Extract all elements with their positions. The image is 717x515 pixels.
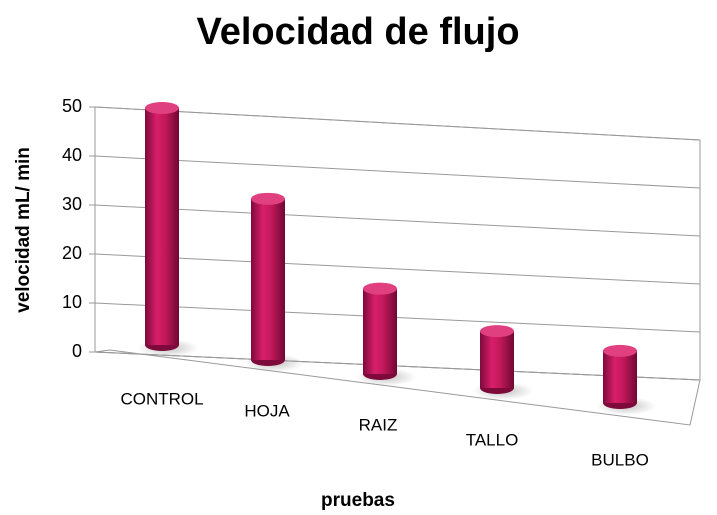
bar-body <box>603 350 637 403</box>
x-tick-label: BULBO <box>591 450 649 469</box>
bar-top <box>251 192 285 205</box>
bar <box>363 282 397 380</box>
bar-top <box>480 325 514 338</box>
y-tick-label: 0 <box>72 341 82 361</box>
x-tick-label: TALLO <box>466 430 519 449</box>
bar-top <box>363 282 397 295</box>
x-tick-label: RAIZ <box>359 415 398 434</box>
bar-body <box>363 288 397 374</box>
chart-title: Velocidad de flujo <box>196 11 519 53</box>
bar-top <box>603 344 637 357</box>
x-tick-label: CONTROL <box>120 389 203 408</box>
bar-body <box>251 198 285 360</box>
grid-line <box>94 155 701 189</box>
y-tick-label: 20 <box>62 243 82 263</box>
x-tick-label: HOJA <box>244 401 290 420</box>
bar-top <box>145 102 179 114</box>
grid-line <box>94 351 701 381</box>
bar-body <box>145 108 179 345</box>
grid-line <box>94 106 701 141</box>
grid-line <box>94 204 701 237</box>
y-tick-label: 40 <box>62 145 82 165</box>
back-wall <box>94 106 701 381</box>
bar <box>480 325 514 394</box>
x-axis-label: pruebas <box>321 490 395 511</box>
y-axis-label: velocidad mL/ min <box>13 147 34 313</box>
grid-line <box>94 253 701 285</box>
y-tick-label: 50 <box>62 96 82 116</box>
grid-line <box>94 302 701 333</box>
bar-body <box>480 331 514 388</box>
bar <box>251 192 285 366</box>
bar <box>145 102 179 351</box>
bar <box>603 344 637 409</box>
y-tick-label: 30 <box>62 194 82 214</box>
y-tick-label: 10 <box>62 292 82 312</box>
